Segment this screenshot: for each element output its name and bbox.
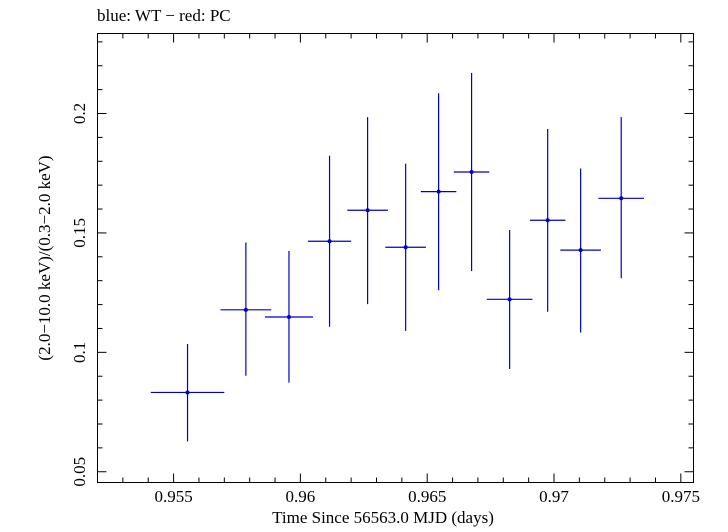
point-marker bbox=[578, 248, 583, 253]
data-point bbox=[453, 72, 490, 272]
plot-frame bbox=[97, 33, 694, 483]
point-marker bbox=[469, 170, 474, 175]
chart-title: blue: WT − red: PC bbox=[97, 6, 231, 25]
y-tick-label: 0.2 bbox=[70, 103, 89, 124]
data-point bbox=[264, 250, 314, 383]
data-point bbox=[150, 343, 225, 442]
data-point bbox=[529, 129, 566, 312]
point-marker bbox=[507, 297, 512, 302]
data-point bbox=[347, 117, 388, 305]
axis-ticks bbox=[97, 33, 694, 483]
data-point bbox=[486, 230, 533, 370]
point-marker bbox=[365, 208, 370, 213]
point-marker bbox=[403, 245, 408, 250]
point-marker bbox=[436, 189, 441, 194]
point-marker bbox=[185, 390, 190, 395]
data-point bbox=[308, 155, 352, 327]
x-tick-label: 0.96 bbox=[286, 487, 316, 506]
x-tick-label: 0.955 bbox=[154, 487, 192, 506]
point-marker bbox=[327, 239, 332, 244]
y-axis-label: (2.0−10.0 keV)/(0.3−2.0 keV) bbox=[35, 155, 54, 360]
y-tick-label: 0.1 bbox=[70, 342, 89, 363]
point-marker bbox=[619, 196, 624, 201]
x-tick-label: 0.965 bbox=[408, 487, 446, 506]
x-tick-label: 0.97 bbox=[539, 487, 569, 506]
point-marker bbox=[243, 307, 248, 312]
point-marker bbox=[545, 218, 550, 223]
data-point bbox=[560, 168, 601, 333]
point-marker bbox=[286, 314, 291, 319]
y-tick-label: 0.05 bbox=[70, 457, 89, 487]
data-point bbox=[420, 93, 457, 291]
y-tick-label: 0.15 bbox=[70, 218, 89, 248]
data-point bbox=[220, 242, 272, 376]
axis-tick-labels: 0.955 0.96 0.965 0.97 0.975 0.05 0.1 0.15 0.2 bbox=[70, 103, 700, 506]
data-point bbox=[598, 117, 645, 279]
x-axis-label: Time Since 56563.0 MJD (days) bbox=[272, 508, 494, 527]
data-points bbox=[150, 72, 645, 442]
data-point bbox=[385, 163, 426, 331]
x-tick-label: 0.975 bbox=[662, 487, 700, 506]
